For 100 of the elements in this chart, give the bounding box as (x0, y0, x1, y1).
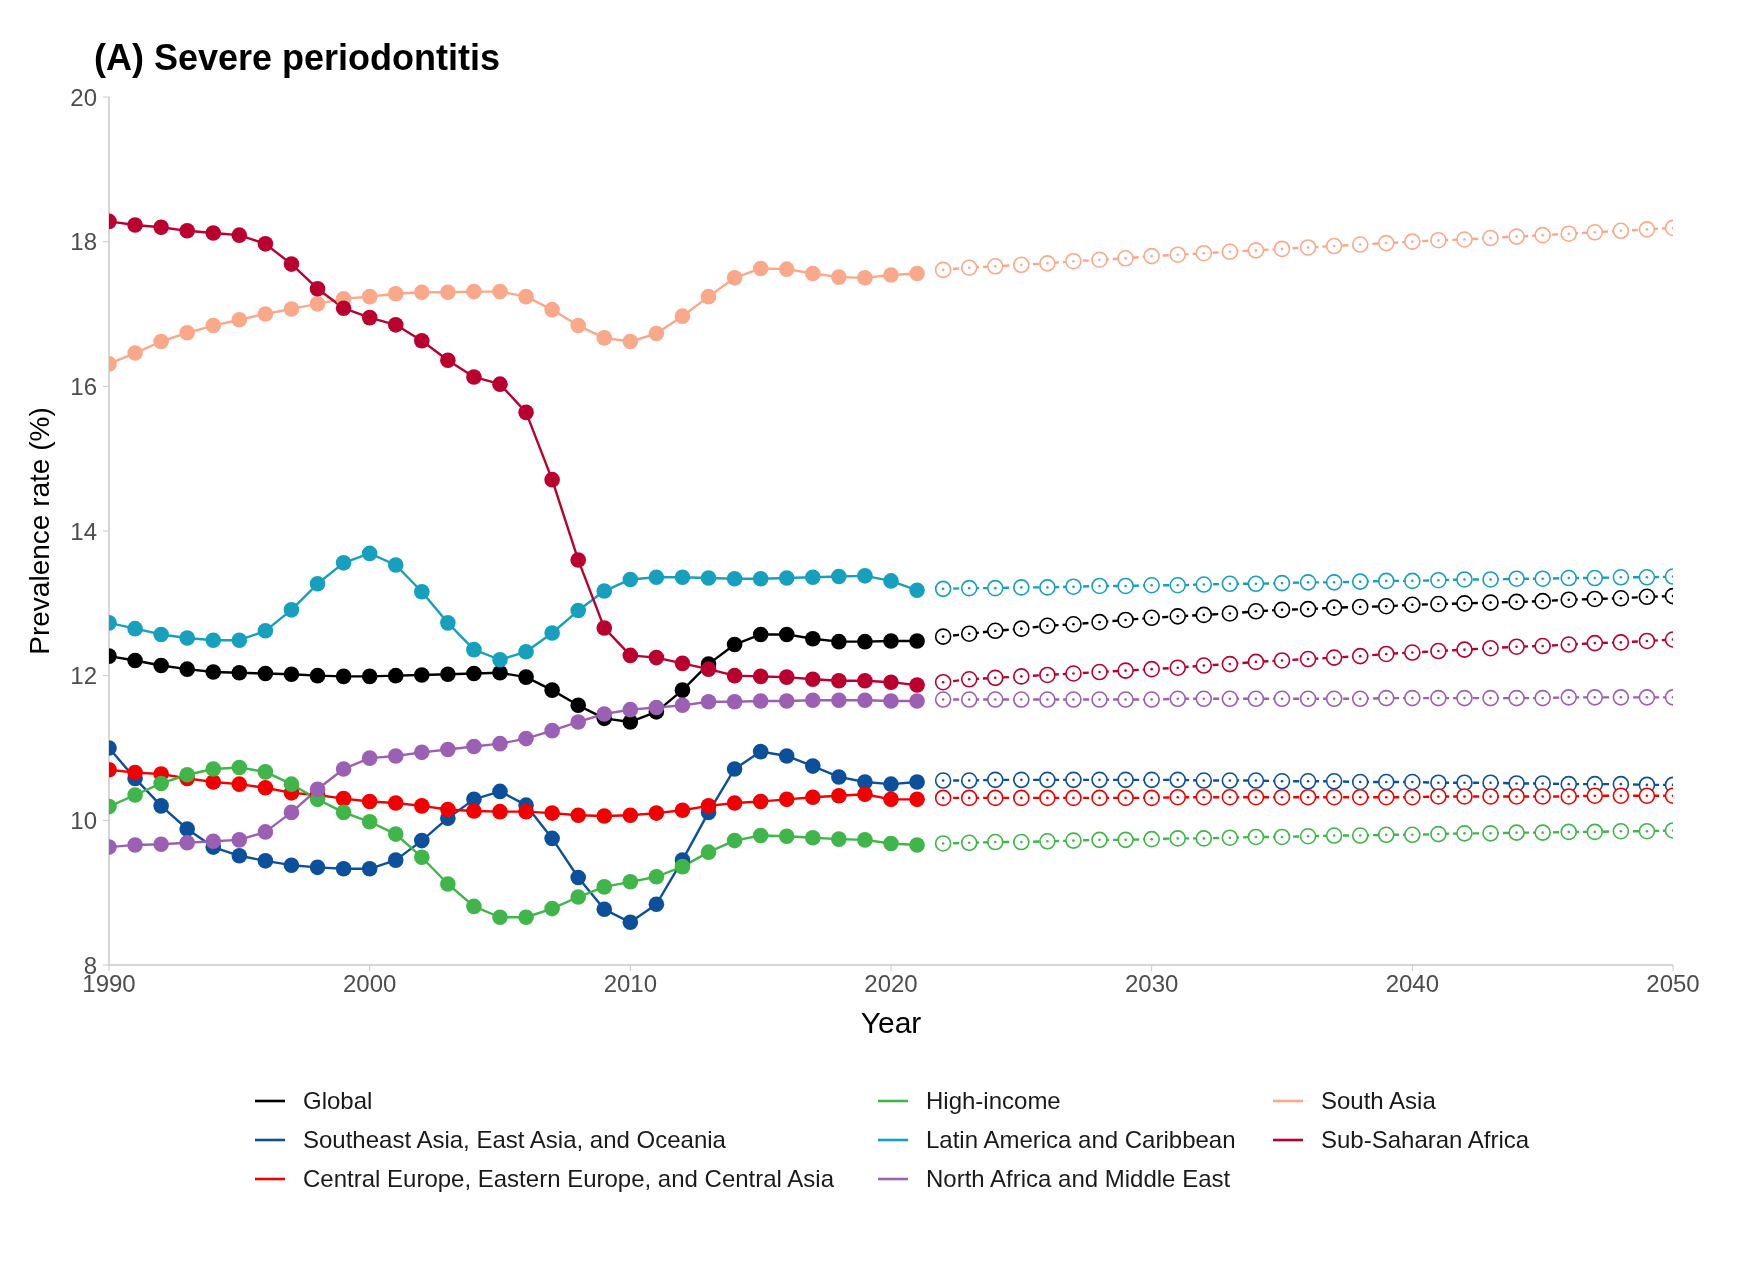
y-tick-label: 10 (70, 806, 97, 834)
point (1456, 641, 1473, 658)
point (1299, 600, 1317, 618)
point (960, 789, 978, 807)
point (648, 325, 665, 342)
point (1612, 589, 1630, 607)
point (1377, 826, 1395, 844)
point (752, 668, 769, 685)
point (1247, 602, 1265, 620)
point (778, 570, 795, 586)
point (1560, 591, 1578, 609)
y-tick-label: 16 (70, 372, 97, 400)
point (1404, 826, 1421, 844)
point (1351, 827, 1369, 844)
point (700, 661, 717, 677)
point (231, 632, 248, 649)
point (883, 573, 899, 589)
x-tick-label: 2020 (864, 970, 918, 998)
point (570, 697, 586, 714)
point (231, 847, 248, 864)
point (1560, 788, 1578, 805)
point (831, 787, 847, 804)
point (1169, 576, 1187, 594)
point (1534, 824, 1551, 841)
point (909, 582, 925, 599)
point (986, 579, 1004, 597)
point (1013, 691, 1030, 708)
point (1430, 774, 1447, 792)
point (1638, 822, 1656, 840)
point (205, 632, 222, 649)
point (622, 647, 639, 664)
point (934, 580, 952, 598)
point (674, 308, 691, 324)
point (1586, 634, 1604, 652)
point (1065, 616, 1082, 633)
point (518, 644, 534, 660)
x-tick-label: 2050 (1646, 970, 1700, 998)
point (335, 300, 352, 317)
point (1299, 650, 1317, 668)
point (1377, 645, 1395, 663)
point (492, 664, 508, 681)
point (127, 837, 143, 853)
point (622, 874, 639, 890)
point (1612, 634, 1630, 651)
point (1560, 636, 1578, 653)
point (1351, 598, 1369, 616)
point (1247, 788, 1265, 806)
point (283, 804, 300, 821)
legend-label: Global (303, 1086, 373, 1115)
point (883, 791, 899, 808)
point (726, 636, 743, 653)
point (909, 774, 925, 790)
point (1534, 637, 1551, 655)
point (1560, 569, 1578, 587)
point (205, 833, 222, 850)
point (960, 772, 978, 789)
point (153, 798, 169, 814)
point (1299, 690, 1317, 708)
point (1482, 689, 1499, 707)
point (179, 766, 195, 783)
point (231, 664, 248, 681)
point (648, 569, 665, 586)
point (1508, 689, 1525, 707)
point (335, 790, 352, 807)
point (831, 769, 847, 785)
point (1065, 252, 1082, 270)
point (1586, 823, 1604, 841)
point (492, 735, 508, 752)
point (1560, 823, 1578, 841)
point (361, 861, 378, 877)
point (1143, 660, 1160, 678)
point (1638, 787, 1656, 805)
point (1169, 771, 1187, 789)
y-axis-title: Prevalence rate (%) (24, 407, 55, 655)
point (1195, 788, 1213, 806)
point (1065, 789, 1082, 807)
point (309, 280, 326, 297)
point (1508, 228, 1525, 245)
point (1013, 833, 1030, 851)
point (1039, 255, 1056, 272)
point (1508, 788, 1525, 805)
point (648, 699, 665, 716)
point (986, 669, 1004, 687)
point (1195, 244, 1213, 262)
point (805, 569, 821, 586)
point (1508, 593, 1525, 611)
point (257, 623, 274, 639)
point (726, 693, 743, 710)
point (778, 261, 795, 277)
point (257, 779, 274, 796)
point (831, 269, 847, 285)
point (1247, 653, 1265, 671)
point (335, 555, 352, 571)
point (1273, 652, 1291, 669)
point (1039, 666, 1056, 684)
point (1195, 606, 1213, 624)
point (466, 369, 482, 385)
point (805, 829, 821, 846)
point (986, 622, 1004, 640)
point (492, 783, 508, 800)
